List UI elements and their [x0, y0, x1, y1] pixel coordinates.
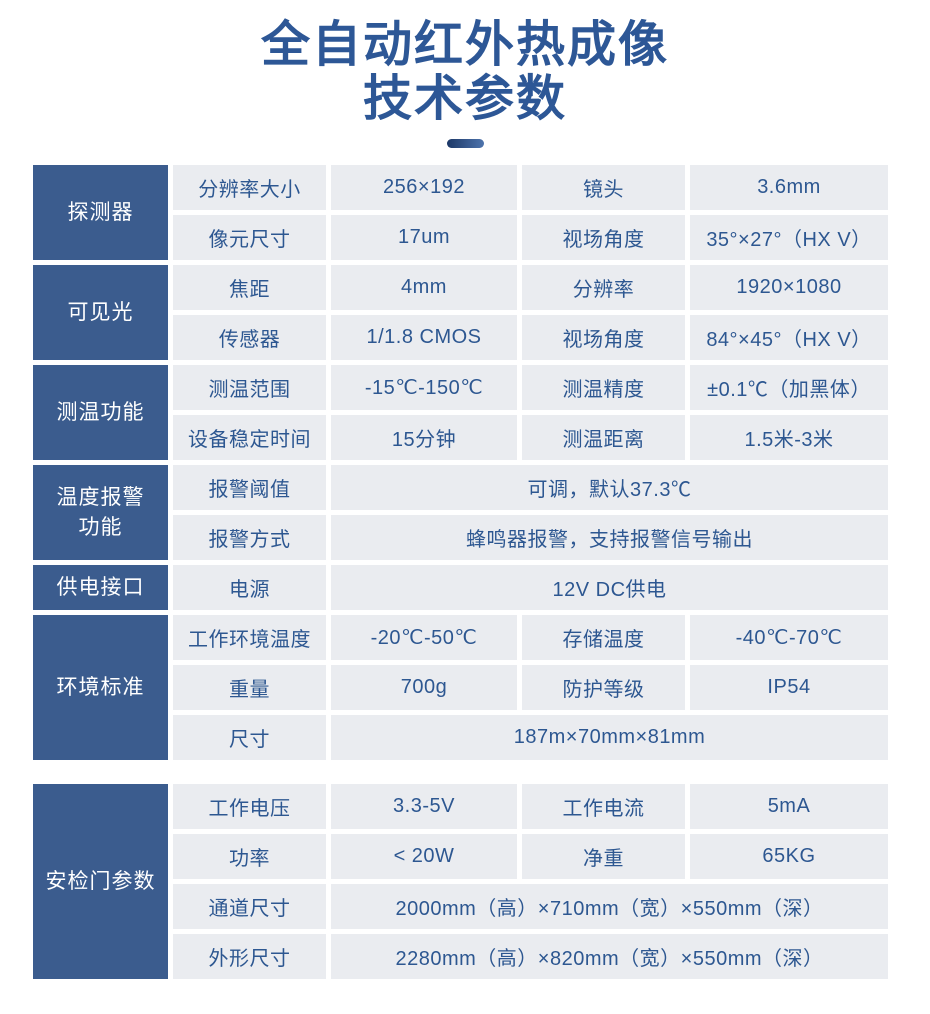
param-value: IP54 — [690, 665, 888, 710]
param-value: 15分钟 — [331, 415, 517, 460]
param-value-span: 2280mm（高）×820mm（宽）×550mm（深） — [331, 934, 888, 979]
param-label: 测温距离 — [522, 415, 685, 460]
param-value: -20℃-50℃ — [331, 615, 517, 660]
param-value: 5mA — [690, 784, 888, 829]
group-header-visible-light: 可见光 — [33, 265, 168, 360]
param-label: 像元尺寸 — [173, 215, 326, 260]
param-label: 报警方式 — [173, 515, 326, 560]
param-label: 电源 — [173, 565, 326, 610]
param-value: 4mm — [331, 265, 517, 310]
param-label: 工作电压 — [173, 784, 326, 829]
param-value: 1920×1080 — [690, 265, 888, 310]
param-value-span: 12V DC供电 — [331, 565, 888, 610]
param-value: 700g — [331, 665, 517, 710]
param-label: 测温范围 — [173, 365, 326, 410]
param-label: 尺寸 — [173, 715, 326, 760]
param-label: 设备稳定时间 — [173, 415, 326, 460]
param-value: 17um — [331, 215, 517, 260]
param-label: 功率 — [173, 834, 326, 879]
gate-table: 安检门参数 工作电压 3.3-5V 工作电流 5mA 功率 < 20W 净重 6… — [33, 784, 888, 979]
param-value: 35°×27°（HX V） — [690, 215, 888, 260]
group-header-security-gate: 安检门参数 — [33, 784, 168, 979]
page-title-line1: 全自动红外热成像 — [260, 18, 669, 72]
param-value: < 20W — [331, 834, 517, 879]
param-value: 1.5米-3米 — [690, 415, 888, 460]
param-value: 3.6mm — [690, 165, 888, 210]
param-value-span: 可调，默认37.3℃ — [331, 465, 888, 510]
param-value: -15℃-150℃ — [331, 365, 517, 410]
page-title-line2: 技术参数 — [362, 72, 567, 126]
param-label: 防护等级 — [522, 665, 685, 710]
param-value-span: 蜂鸣器报警，支持报警信号输出 — [331, 515, 888, 560]
param-value-span: 2000mm（高）×710mm（宽）×550mm（深） — [331, 884, 888, 929]
param-label: 传感器 — [173, 315, 326, 360]
param-value: 256×192 — [331, 165, 517, 210]
param-label: 视场角度 — [522, 315, 685, 360]
param-value: -40℃-70℃ — [690, 615, 888, 660]
page-title: 全自动红外热成像 技术参数 — [0, 18, 930, 126]
group-header-detector: 探测器 — [33, 165, 168, 260]
param-label: 工作环境温度 — [173, 615, 326, 660]
param-label: 视场角度 — [522, 215, 685, 260]
param-label: 存储温度 — [522, 615, 685, 660]
param-label: 通道尺寸 — [173, 884, 326, 929]
param-label: 外形尺寸 — [173, 934, 326, 979]
param-value-span: 187m×70mm×81mm — [331, 715, 888, 760]
group-header-temp-alarm: 温度报警 功能 — [33, 465, 168, 560]
param-label: 分辨率大小 — [173, 165, 326, 210]
title-divider — [446, 139, 484, 148]
param-value: 1/1.8 CMOS — [331, 315, 517, 360]
param-value: 84°×45°（HX V） — [690, 315, 888, 360]
group-header-environment: 环境标准 — [33, 615, 168, 760]
param-label: 测温精度 — [522, 365, 685, 410]
param-label: 工作电流 — [522, 784, 685, 829]
param-label: 焦距 — [173, 265, 326, 310]
param-value: ±0.1℃（加黑体） — [690, 365, 888, 410]
param-value: 3.3-5V — [331, 784, 517, 829]
param-label: 镜头 — [522, 165, 685, 210]
spec-table: 探测器 可见光 测温功能 温度报警 功能 供电接口 环境标准 分辨率大小 256… — [33, 165, 888, 760]
param-label: 净重 — [522, 834, 685, 879]
param-label: 报警阈值 — [173, 465, 326, 510]
param-value: 65KG — [690, 834, 888, 879]
param-label: 重量 — [173, 665, 326, 710]
group-header-temp-measure: 测温功能 — [33, 365, 168, 460]
group-header-power: 供电接口 — [33, 565, 168, 610]
param-label: 分辨率 — [522, 265, 685, 310]
